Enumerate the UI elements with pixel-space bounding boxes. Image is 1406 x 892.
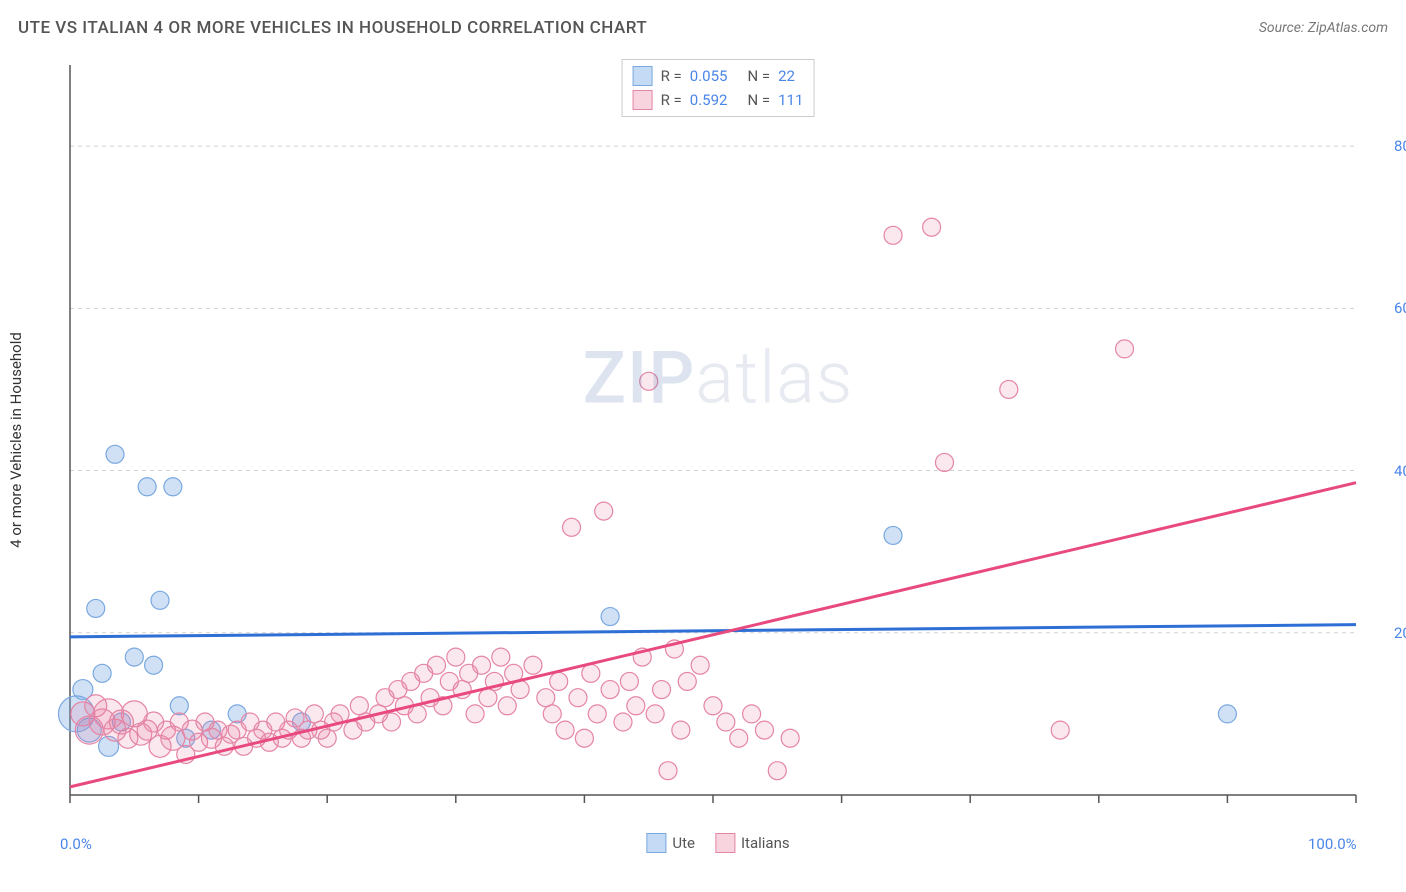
legend-r-value: 0.055 [690,67,728,85]
source-attribution: Source: ZipAtlas.com [1259,20,1388,36]
x-tick-label-min: 0.0% [60,835,92,853]
correlation-legend-row: R = 0.592 N = 111 [633,88,804,112]
legend-n-value: 111 [778,91,803,109]
chart-title: UTE VS ITALIAN 4 OR MORE VEHICLES IN HOU… [18,18,647,38]
legend-n-label: N = [747,67,770,85]
legend-r-label: R = [661,67,682,85]
correlation-legend: R = 0.055 N = 22 R = 0.592 N = 111 [622,59,815,117]
chart-container: 4 or more Vehicles in Household ZIPatlas… [50,55,1386,825]
series-legend: Ute Italians [646,833,789,853]
legend-n-label: N = [747,91,770,109]
y-tick-label: 60.0% [1394,299,1406,317]
y-axis-label: 4 or more Vehicles in Household [7,332,25,548]
series-legend-item: Ute [646,833,695,853]
x-tick-label-max: 100.0% [1308,835,1357,853]
legend-n-value: 22 [778,67,795,85]
legend-swatch [633,66,653,86]
legend-r-label: R = [661,91,682,109]
y-tick-label: 20.0% [1394,624,1406,642]
y-tick-label: 40.0% [1394,462,1406,480]
legend-r-value: 0.592 [690,91,728,109]
series-legend-label: Italians [741,834,790,852]
scatter-plot-svg [50,55,1386,825]
legend-swatch [646,833,666,853]
legend-swatch [715,833,735,853]
y-tick-label: 80.0% [1394,137,1406,155]
series-legend-item: Italians [715,833,790,853]
correlation-legend-row: R = 0.055 N = 22 [633,64,804,88]
series-legend-label: Ute [672,834,695,852]
legend-swatch [633,90,653,110]
header: UTE VS ITALIAN 4 OR MORE VEHICLES IN HOU… [18,18,1388,38]
